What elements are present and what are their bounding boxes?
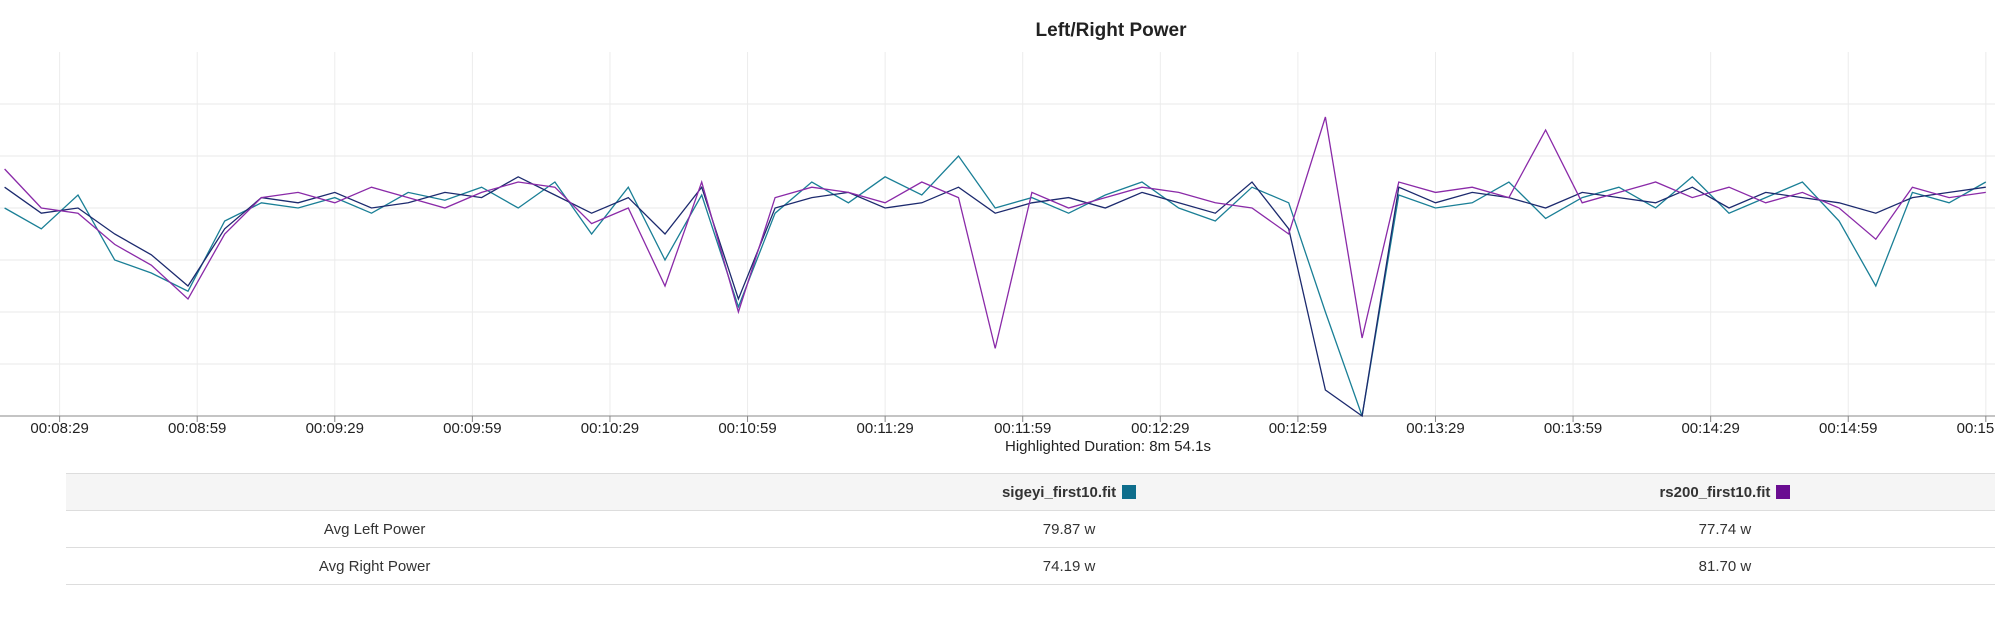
file-name: rs200_first10.fit <box>1659 483 1771 501</box>
summary-table: sigeyi_first10.fit rs200_first10.fit Avg… <box>66 473 1995 585</box>
table-cell: 79.87 w <box>683 510 1455 548</box>
x-tick-label: 00:14:59 <box>1819 420 1877 437</box>
x-tick-label: 00:13:59 <box>1544 420 1602 437</box>
chart-title: Left/Right Power <box>1036 20 1188 41</box>
x-tick-label: 00:09:29 <box>306 420 364 437</box>
table-cell: 77.74 w <box>1454 510 1995 548</box>
x-tick-label: 00:09:59 <box>443 420 501 437</box>
table-cell: Avg Left Power <box>66 510 684 548</box>
legend-swatch <box>1122 484 1137 499</box>
power-line <box>4 116 1986 349</box>
x-tick-label: 00:12:29 <box>1131 420 1189 437</box>
header-cell <box>66 473 684 511</box>
x-tick-label: 00:10:29 <box>581 420 639 437</box>
header-cell: rs200_first10.fit <box>1454 473 1995 511</box>
x-tick-label: 00:11:59 <box>994 420 1051 437</box>
chart: Left/Right Power Highlighted Duration: 8… <box>0 20 1995 455</box>
legend-swatch <box>1776 484 1791 499</box>
power-line <box>4 176 1986 418</box>
x-tick-label: 00:08:59 <box>168 420 226 437</box>
table-cell: 81.70 w <box>1454 547 1995 585</box>
table-row: Avg Right Power 74.19 w 81.70 w <box>66 547 1995 585</box>
x-tick-label: 00:10:59 <box>718 420 776 437</box>
file-name: sigeyi_first10.fit <box>1001 483 1117 501</box>
table-row: Avg Left Power 79.87 w 77.74 w <box>66 510 1995 548</box>
x-tick-label: 00:12:59 <box>1269 420 1327 437</box>
header-cell: sigeyi_first10.fit <box>683 473 1455 511</box>
x-tick-label: 00:11:29 <box>856 420 913 437</box>
header-row: sigeyi_first10.fit rs200_first10.fit <box>66 473 1995 511</box>
caption: Highlighted Duration: 8m 54.1s <box>1005 438 1211 455</box>
x-tick-label: 00:15:29 <box>1957 420 1995 437</box>
table-cell: Avg Right Power <box>66 547 684 585</box>
x-tick-label: 00:13:29 <box>1406 420 1464 437</box>
power-line <box>4 154 1987 417</box>
table-cell: 74.19 w <box>683 547 1455 585</box>
x-tick-label: 00:14:29 <box>1681 420 1739 437</box>
x-tick-label: 00:08:29 <box>30 420 88 437</box>
